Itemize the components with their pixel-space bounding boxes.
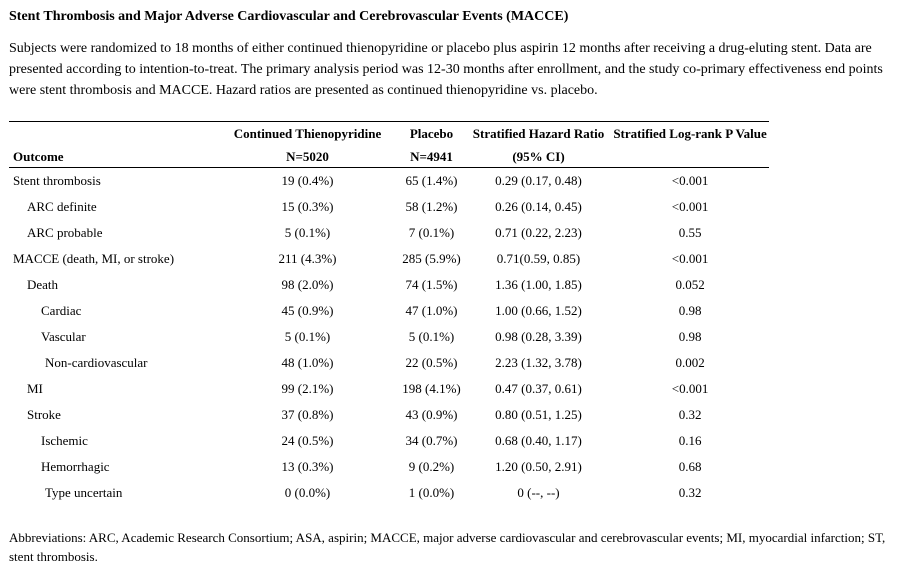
table-body: Stent thrombosis 19 (0.4%) 65 (1.4%) 0.2…	[9, 168, 769, 507]
thieno-cell: 211 (4.3%)	[278, 251, 337, 266]
hazard-ratio-cell: 0 (--, --)	[517, 485, 560, 500]
p-value-cell: 0.32	[678, 407, 702, 422]
header-hazard-ratio: Stratified Hazard Ratio	[472, 126, 605, 141]
header-hazard-ratio-ci: (95% CI)	[465, 146, 612, 168]
table-row: MACCE (death, MI, or stroke) 211 (4.3%) …	[9, 246, 769, 272]
outcome-cell: Stent thrombosis	[13, 173, 101, 188]
placebo-cell: 43 (0.9%)	[405, 407, 458, 422]
table-row: Death 98 (2.0%) 74 (1.5%) 1.36 (1.00, 1.…	[9, 272, 769, 298]
outcome-cell: Hemorrhagic	[41, 459, 110, 474]
table-row: Non-cardiovascular 48 (1.0%) 22 (0.5%) 2…	[9, 350, 769, 376]
table-row: Stroke 37 (0.8%) 43 (0.9%) 0.80 (0.51, 1…	[9, 402, 769, 428]
thieno-cell: 13 (0.3%)	[281, 459, 334, 474]
p-value-cell: 0.68	[678, 459, 702, 474]
p-value-cell: 0.32	[678, 485, 702, 500]
abbreviations-footnote: Abbreviations: ARC, Academic Research Co…	[9, 530, 886, 564]
header-placebo: Placebo	[409, 126, 454, 141]
placebo-cell: 34 (0.7%)	[405, 433, 458, 448]
hazard-ratio-cell: 0.71 (0.22, 2.23)	[495, 225, 582, 240]
thieno-cell: 98 (2.0%)	[281, 277, 334, 292]
placebo-cell: 74 (1.5%)	[405, 277, 458, 292]
hazard-ratio-cell: 0.98 (0.28, 3.39)	[495, 329, 582, 344]
table-row: Stent thrombosis 19 (0.4%) 65 (1.4%) 0.2…	[9, 168, 769, 195]
outcome-cell: Non-cardiovascular	[45, 355, 148, 370]
p-value-cell: <0.001	[671, 199, 709, 214]
p-value-cell: <0.001	[671, 173, 709, 188]
placebo-cell: 47 (1.0%)	[405, 303, 458, 318]
p-value-cell: 0.16	[678, 433, 702, 448]
p-value-cell: 0.98	[678, 329, 702, 344]
hazard-ratio-cell: 1.36 (1.00, 1.85)	[495, 277, 582, 292]
hazard-ratio-cell: 1.00 (0.66, 1.52)	[495, 303, 582, 318]
thieno-cell: 0 (0.0%)	[284, 485, 331, 500]
hazard-ratio-cell: 1.20 (0.50, 2.91)	[495, 459, 582, 474]
thieno-cell: 48 (1.0%)	[281, 355, 334, 370]
thieno-cell: 5 (0.1%)	[284, 329, 331, 344]
hazard-ratio-cell: 0.29 (0.17, 0.48)	[495, 173, 582, 188]
hazard-ratio-cell: 2.23 (1.32, 3.78)	[495, 355, 582, 370]
thieno-cell: 19 (0.4%)	[281, 173, 334, 188]
table-row: ARC probable 5 (0.1%) 7 (0.1%) 0.71 (0.2…	[9, 220, 769, 246]
table-row: MI 99 (2.1%) 198 (4.1%) 0.47 (0.37, 0.61…	[9, 376, 769, 402]
outcome-cell: Death	[27, 277, 59, 292]
outcome-cell: MI	[27, 381, 43, 396]
header-thieno-n: N=5020	[217, 146, 398, 168]
hazard-ratio-cell: 0.71(0.59, 0.85)	[496, 251, 581, 266]
table-row: Ischemic 24 (0.5%) 34 (0.7%) 0.68 (0.40,…	[9, 428, 769, 454]
p-value-cell: 0.98	[678, 303, 702, 318]
placebo-cell: 7 (0.1%)	[408, 225, 455, 240]
thieno-cell: 24 (0.5%)	[281, 433, 334, 448]
p-value-cell: 0.55	[678, 225, 702, 240]
placebo-cell: 22 (0.5%)	[405, 355, 458, 370]
outcome-cell: Type uncertain	[45, 485, 123, 500]
table-row: Cardiac 45 (0.9%) 47 (1.0%) 1.00 (0.66, …	[9, 298, 769, 324]
placebo-cell: 9 (0.2%)	[408, 459, 455, 474]
outcome-cell: Stroke	[27, 407, 61, 422]
placebo-cell: 58 (1.2%)	[405, 199, 458, 214]
p-value-cell: <0.001	[671, 251, 709, 266]
outcome-cell: MACCE (death, MI, or stroke)	[13, 251, 175, 266]
placebo-cell: 285 (5.9%)	[402, 251, 461, 266]
p-value-cell: 0.002	[675, 355, 705, 370]
p-value-cell: 0.052	[675, 277, 705, 292]
thieno-cell: 45 (0.9%)	[281, 303, 334, 318]
hazard-ratio-cell: 0.80 (0.51, 1.25)	[495, 407, 582, 422]
outcome-cell: Cardiac	[41, 303, 82, 318]
header-p-value-spacer	[611, 146, 769, 168]
thieno-cell: 99 (2.1%)	[281, 381, 334, 396]
placebo-cell: 198 (4.1%)	[402, 381, 461, 396]
placebo-cell: 5 (0.1%)	[408, 329, 455, 344]
header-row-1: Continued Thienopyridine Placebo Stratif…	[9, 122, 769, 147]
hazard-ratio-cell: 0.47 (0.37, 0.61)	[495, 381, 582, 396]
header-row-2: Outcome N=5020 N=4941 (95% CI)	[9, 146, 769, 168]
table-header: Continued Thienopyridine Placebo Stratif…	[9, 122, 769, 168]
hazard-ratio-cell: 0.26 (0.14, 0.45)	[495, 199, 582, 214]
thieno-cell: 15 (0.3%)	[281, 199, 334, 214]
table-row: Vascular 5 (0.1%) 5 (0.1%) 0.98 (0.28, 3…	[9, 324, 769, 350]
table-row: Hemorrhagic 13 (0.3%) 9 (0.2%) 1.20 (0.5…	[9, 454, 769, 480]
header-outcome-spacer	[9, 122, 218, 147]
table-row: ARC definite 15 (0.3%) 58 (1.2%) 0.26 (0…	[9, 194, 769, 220]
header-thieno: Continued Thienopyridine	[233, 126, 382, 141]
thieno-cell: 37 (0.8%)	[281, 407, 334, 422]
placebo-cell: 1 (0.0%)	[408, 485, 455, 500]
intro-paragraph: Subjects were randomized to 18 months of…	[9, 41, 883, 98]
thieno-cell: 5 (0.1%)	[284, 225, 331, 240]
table-row: Type uncertain 0 (0.0%) 1 (0.0%) 0 (--, …	[9, 480, 769, 506]
header-placebo-n: N=4941	[397, 146, 466, 168]
header-p-value: Stratified Log-rank P Value	[613, 126, 767, 141]
outcome-cell: ARC probable	[27, 225, 103, 240]
hazard-ratio-cell: 0.68 (0.40, 1.17)	[495, 433, 582, 448]
p-value-cell: <0.001	[671, 381, 709, 396]
document-title: Stent Thrombosis and Major Adverse Cardi…	[9, 9, 569, 24]
placebo-cell: 65 (1.4%)	[405, 173, 458, 188]
header-outcome: Outcome	[9, 146, 218, 168]
outcome-cell: Ischemic	[41, 433, 88, 448]
document-page: Stent Thrombosis and Major Adverse Cardi…	[9, 8, 907, 564]
results-table: Continued Thienopyridine Placebo Stratif…	[9, 121, 769, 506]
outcome-cell: Vascular	[41, 329, 86, 344]
outcome-cell: ARC definite	[27, 199, 97, 214]
